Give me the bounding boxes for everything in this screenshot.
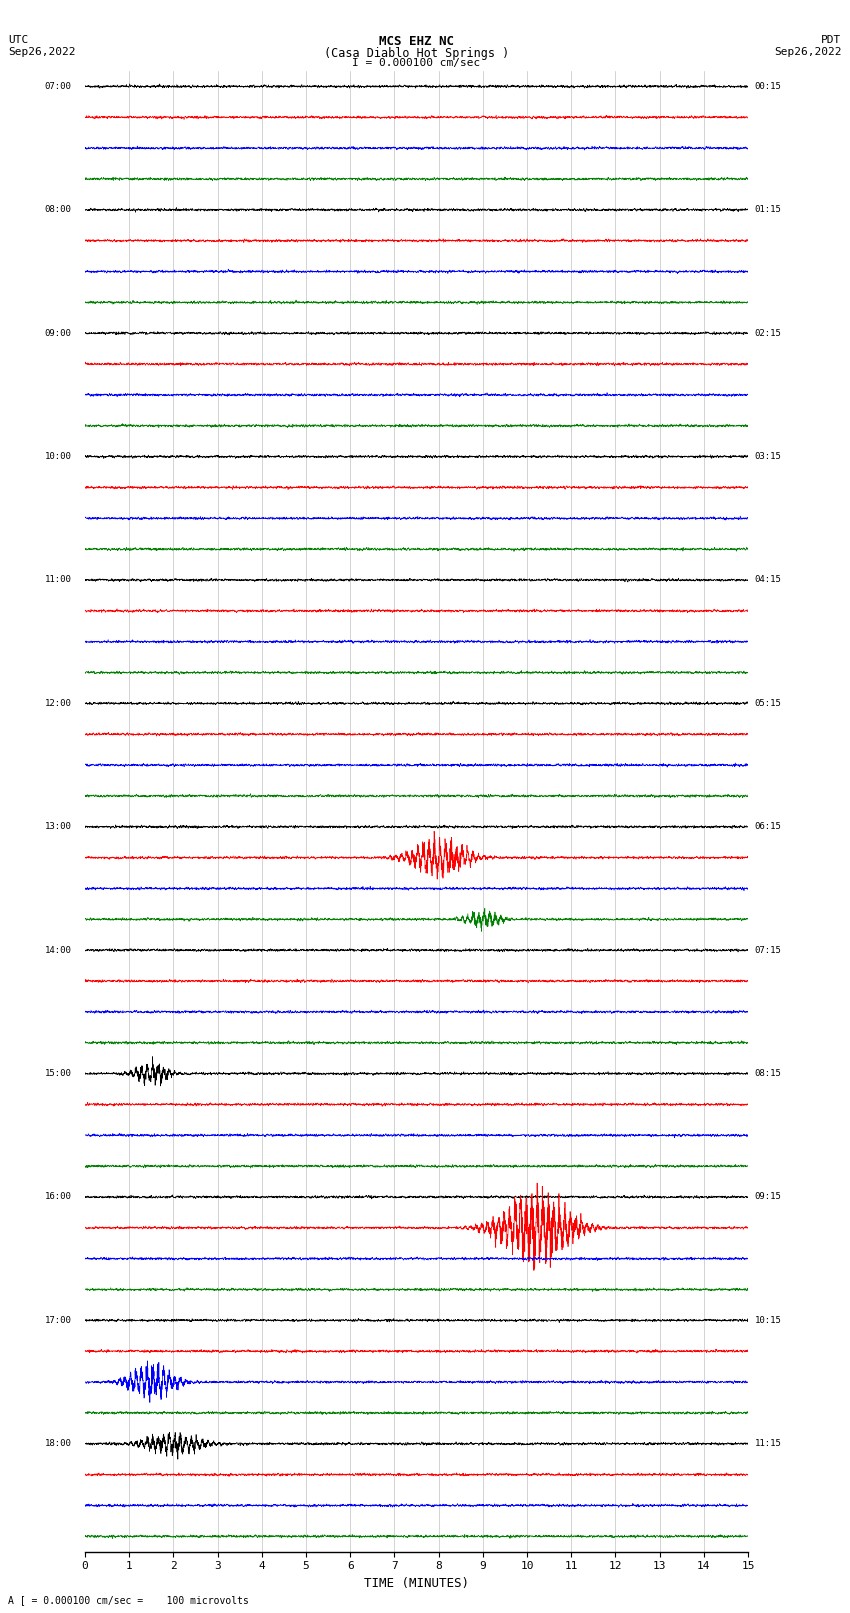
Text: UTC: UTC xyxy=(8,35,29,45)
Text: Sep26,2022: Sep26,2022 xyxy=(774,47,842,56)
Text: MCS EHZ NC: MCS EHZ NC xyxy=(379,35,454,48)
Text: 17:00: 17:00 xyxy=(45,1316,71,1324)
Text: 11:15: 11:15 xyxy=(755,1439,781,1448)
Text: 08:00: 08:00 xyxy=(45,205,71,215)
Text: 10:00: 10:00 xyxy=(45,452,71,461)
Text: 04:15: 04:15 xyxy=(755,576,781,584)
Text: 15:00: 15:00 xyxy=(45,1069,71,1077)
Text: (Casa Diablo Hot Springs ): (Casa Diablo Hot Springs ) xyxy=(324,47,509,60)
Text: 03:15: 03:15 xyxy=(755,452,781,461)
Text: 01:15: 01:15 xyxy=(755,205,781,215)
Text: 16:00: 16:00 xyxy=(45,1192,71,1202)
Text: A [ = 0.000100 cm/sec =    100 microvolts: A [ = 0.000100 cm/sec = 100 microvolts xyxy=(8,1595,249,1605)
Text: 06:15: 06:15 xyxy=(755,823,781,831)
Text: 02:15: 02:15 xyxy=(755,329,781,337)
Text: 11:00: 11:00 xyxy=(45,576,71,584)
Text: 08:15: 08:15 xyxy=(755,1069,781,1077)
Text: 05:15: 05:15 xyxy=(755,698,781,708)
Text: 18:00: 18:00 xyxy=(45,1439,71,1448)
Text: 12:00: 12:00 xyxy=(45,698,71,708)
Text: 10:15: 10:15 xyxy=(755,1316,781,1324)
Text: 09:00: 09:00 xyxy=(45,329,71,337)
Text: 07:00: 07:00 xyxy=(45,82,71,90)
Text: Sep26,2022: Sep26,2022 xyxy=(8,47,76,56)
Text: 14:00: 14:00 xyxy=(45,945,71,955)
Text: 07:15: 07:15 xyxy=(755,945,781,955)
Text: 00:15: 00:15 xyxy=(755,82,781,90)
Text: I = 0.000100 cm/sec: I = 0.000100 cm/sec xyxy=(353,58,480,68)
Text: PDT: PDT xyxy=(821,35,842,45)
X-axis label: TIME (MINUTES): TIME (MINUTES) xyxy=(364,1578,469,1590)
Text: 09:15: 09:15 xyxy=(755,1192,781,1202)
Text: 13:00: 13:00 xyxy=(45,823,71,831)
